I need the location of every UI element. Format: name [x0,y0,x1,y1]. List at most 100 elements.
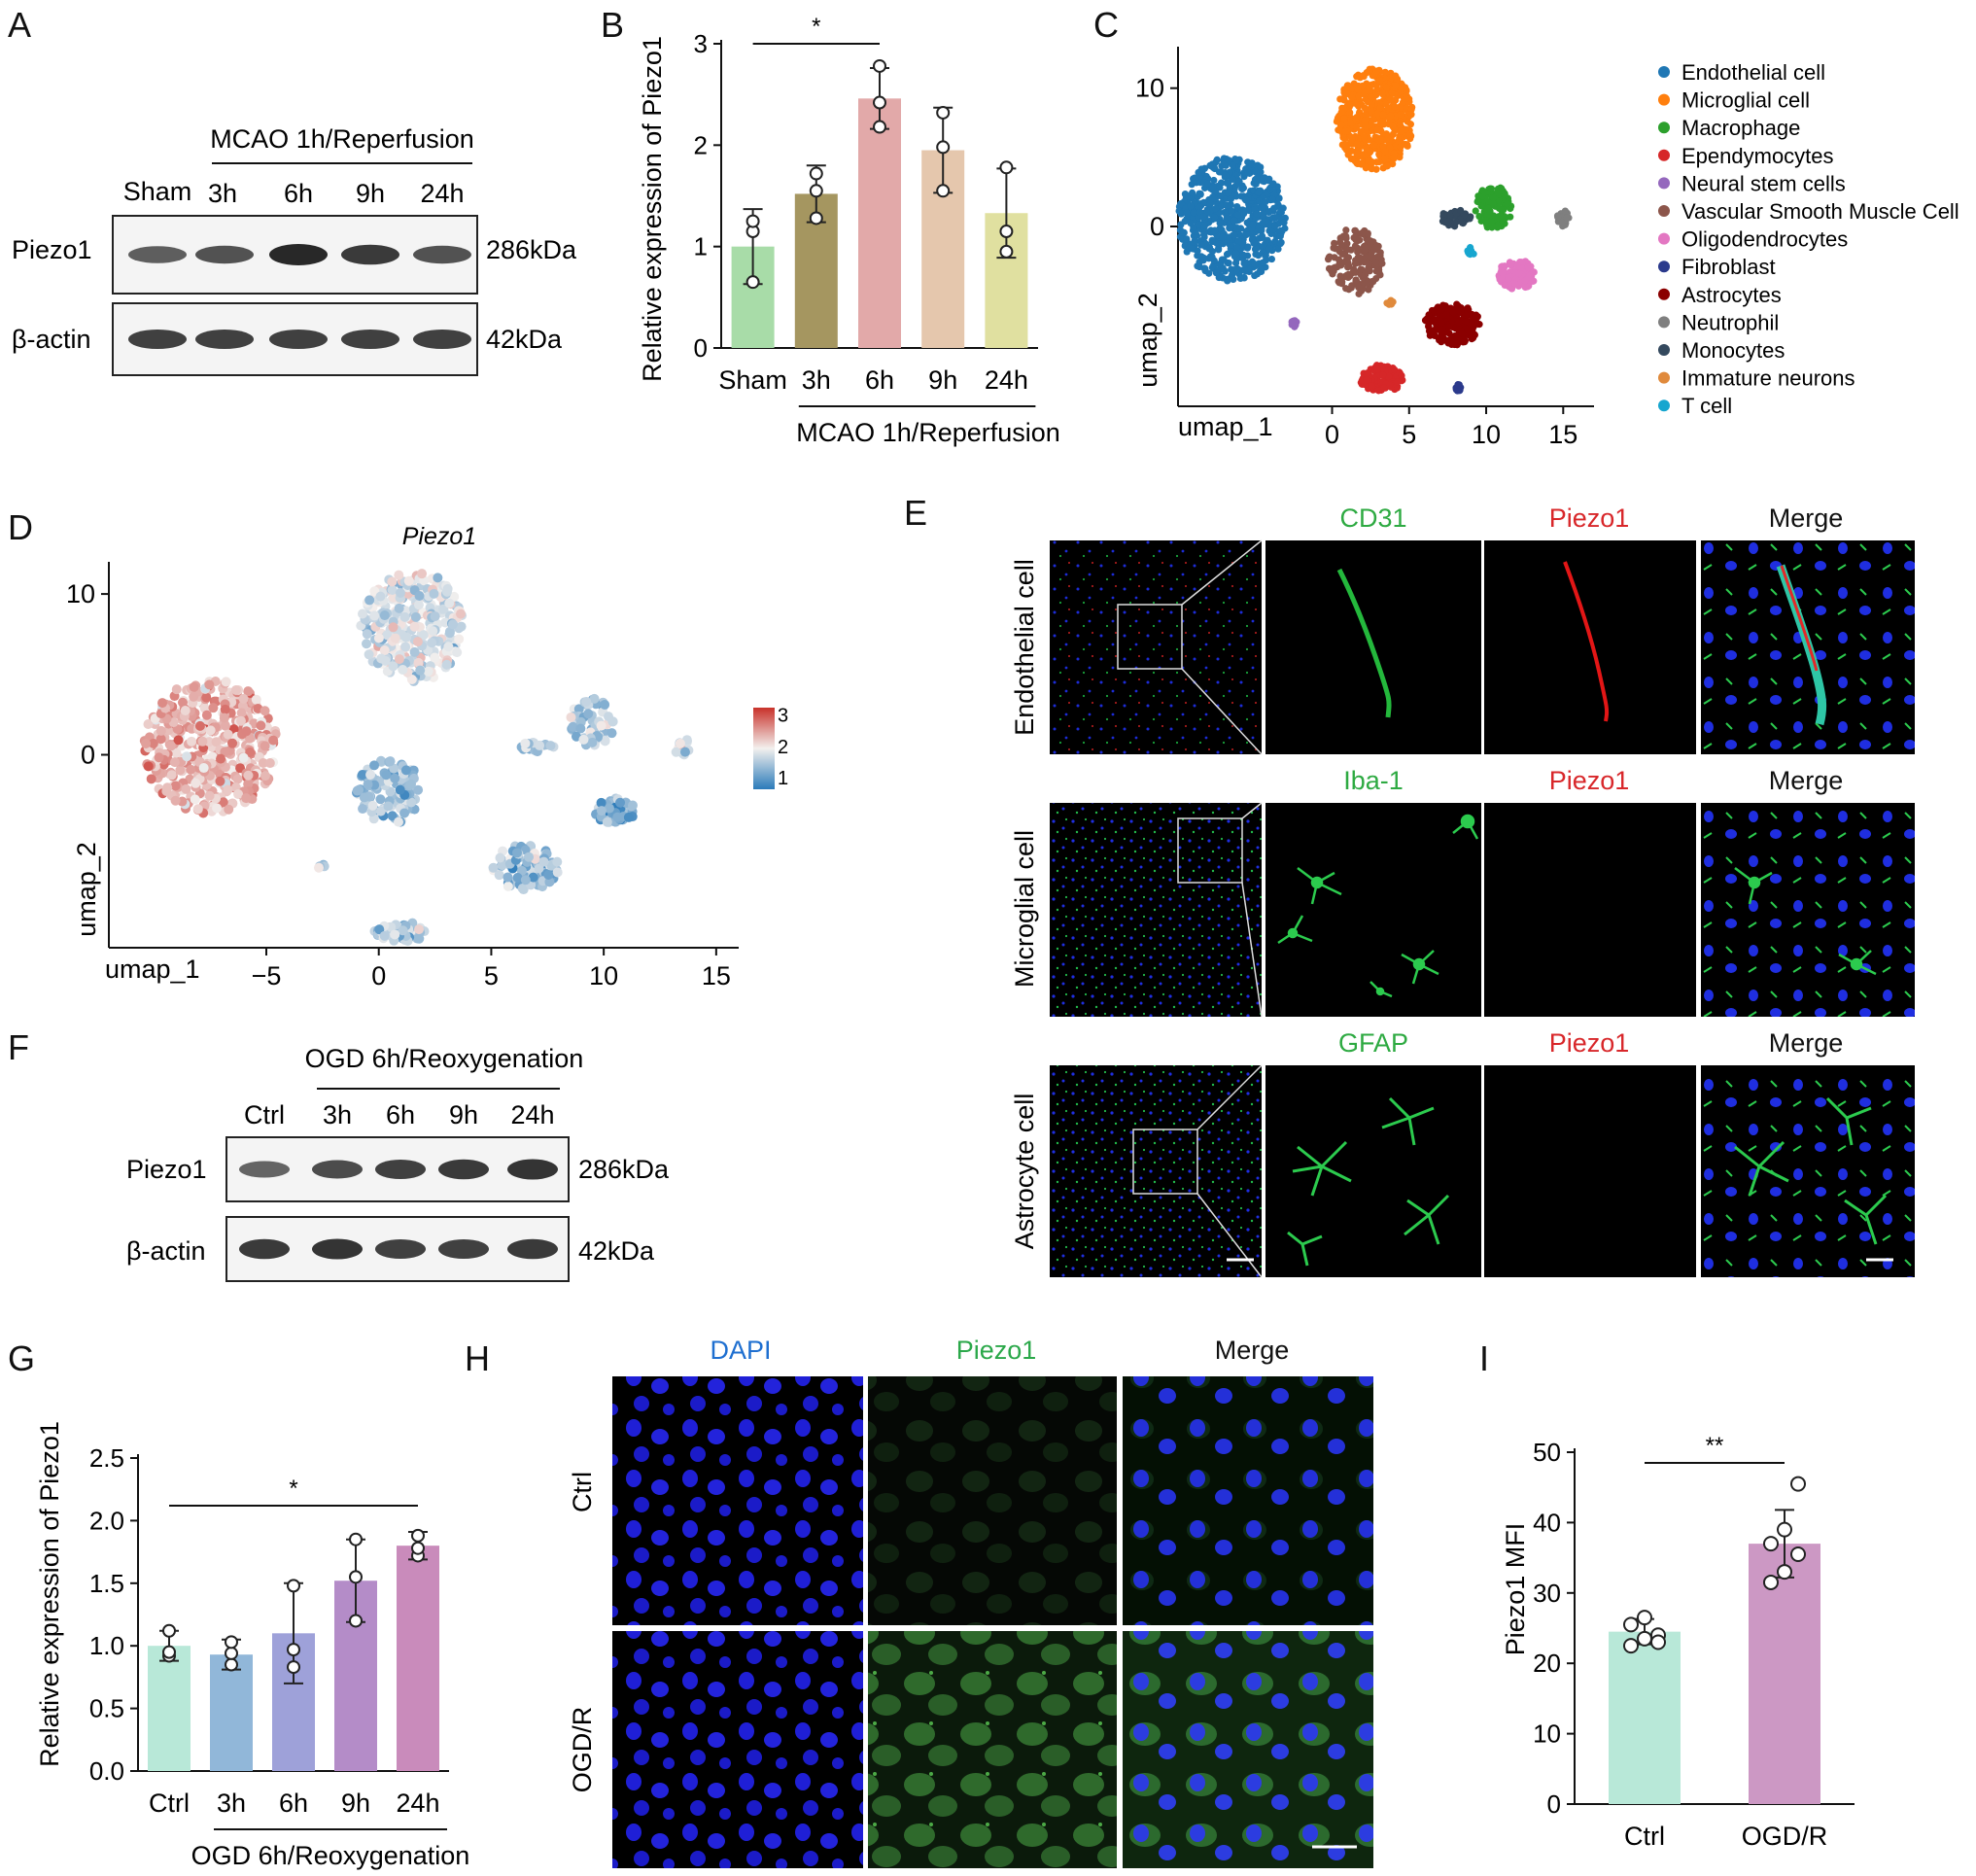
blot-a-row-label: β-actin [12,325,91,354]
umap-point [417,569,428,579]
if-microglia-merge [1734,867,1877,976]
chart-b-group-label: MCAO 1h/Reperfusion [796,418,1060,447]
if-row-label-microglial: Microglial cell [1010,830,1039,988]
legend-swatch [1658,177,1670,190]
umap-point [208,703,219,713]
umap-point [1372,67,1380,75]
data-point [809,184,823,198]
umap-point [1353,73,1361,81]
blot-band [195,245,254,264]
umap-point [1487,218,1495,226]
umap-point [1337,122,1345,129]
umap-point [442,583,453,594]
umap-point [243,770,254,781]
umap-point [1513,262,1521,270]
umap-point [1196,221,1203,228]
umap-point [413,924,424,935]
umap-point [454,634,465,644]
umap-point [146,774,156,784]
umap-point [596,797,607,808]
umap-point [413,784,424,795]
legend-swatch [1658,344,1670,356]
panel-i-bar-chart: Piezo1 MFI 0 10 20 30 40 50 Ctrl OGD/R ** [1501,1433,1855,1851]
umap-point [1406,121,1415,128]
umap-point [1353,140,1361,148]
umap-point [1177,221,1185,228]
umap-point [1211,226,1219,234]
umap-point [1387,95,1395,104]
icc-row-label-ctrl: Ctrl [568,1472,597,1512]
blot-f-row-label: β-actin [126,1236,206,1266]
umap-point [399,808,410,818]
legend-label: Fibroblast [1681,255,1776,279]
umap-point [1392,72,1400,80]
umap-point [400,632,411,643]
umap-point [1195,168,1202,177]
panel-letter-h: H [465,1338,490,1378]
y-tick-label: 0.0 [89,1756,124,1786]
umap-point [1253,245,1261,253]
umap-point [189,691,199,702]
umap-point [1208,236,1216,244]
if-zoom-line [1241,882,1263,1018]
legend-label: Astrocytes [1681,283,1782,307]
umap-point [1355,290,1363,297]
umap-point [1240,260,1248,267]
umap-point [552,867,563,878]
umap-point [1368,382,1375,390]
umap-point [394,603,404,613]
umap-point [1253,210,1261,218]
umap-point [398,664,408,675]
panel-d-umap-expression: Piezo1 umap_1 umap_2 0 10 −5 0 5 10 15 1 2 3 [66,523,788,990]
if-header-gfap: GFAP [1338,1028,1408,1058]
if-overview-endothelial [1050,540,1262,754]
umap-point [212,803,223,814]
umap-point [438,604,449,614]
blot-band [507,1238,558,1260]
panel-a-western-blot: MCAO 1h/Reperfusion Sham 3h 6h 9h 24h Pi… [12,124,577,376]
umap-point [413,657,424,668]
umap-point [1238,185,1246,193]
umap-point [503,872,513,883]
blot-band [507,1159,558,1180]
blot-a-row-label: Piezo1 [12,235,92,264]
umap-point [1380,384,1388,392]
if-merge-astrocyte [1701,1065,1915,1277]
umap-point [169,757,180,768]
umap-point [186,764,196,775]
umap-point [1359,82,1367,89]
umap-point [1224,277,1231,285]
umap-point [1213,156,1221,163]
umap-cluster [1464,244,1477,259]
umap-point [1361,246,1369,254]
umap-point [191,778,201,788]
umap-point [157,698,168,709]
icc-ogdr-merge [1123,1631,1373,1868]
umap-point [390,773,400,783]
panel-c-legend: Endothelial cell Microglial cell Macrophag… [1658,60,1959,418]
y-tick-label: 10 [1135,74,1164,103]
umap-point [544,877,555,887]
umap-point [1237,192,1245,200]
umap-point [156,725,166,736]
umap-point [1368,122,1375,129]
umap-point [503,881,513,891]
blot-band [128,330,187,349]
umap-point [1344,261,1352,268]
umap-point [1345,109,1354,117]
umap-point [197,736,208,747]
umap-point [385,756,396,767]
y-tick-label: 2.0 [89,1506,124,1535]
blot-band [438,1159,489,1180]
umap-point [1231,230,1238,239]
umap-point [1205,245,1213,253]
umap-point [394,570,404,580]
y-tick-label: 0 [1150,212,1164,241]
umap-point [1196,190,1203,197]
legend-swatch [1658,149,1670,161]
umap-point [1203,208,1211,216]
umap-point [1187,202,1195,210]
umap-point [362,639,372,649]
bar [210,1654,253,1771]
